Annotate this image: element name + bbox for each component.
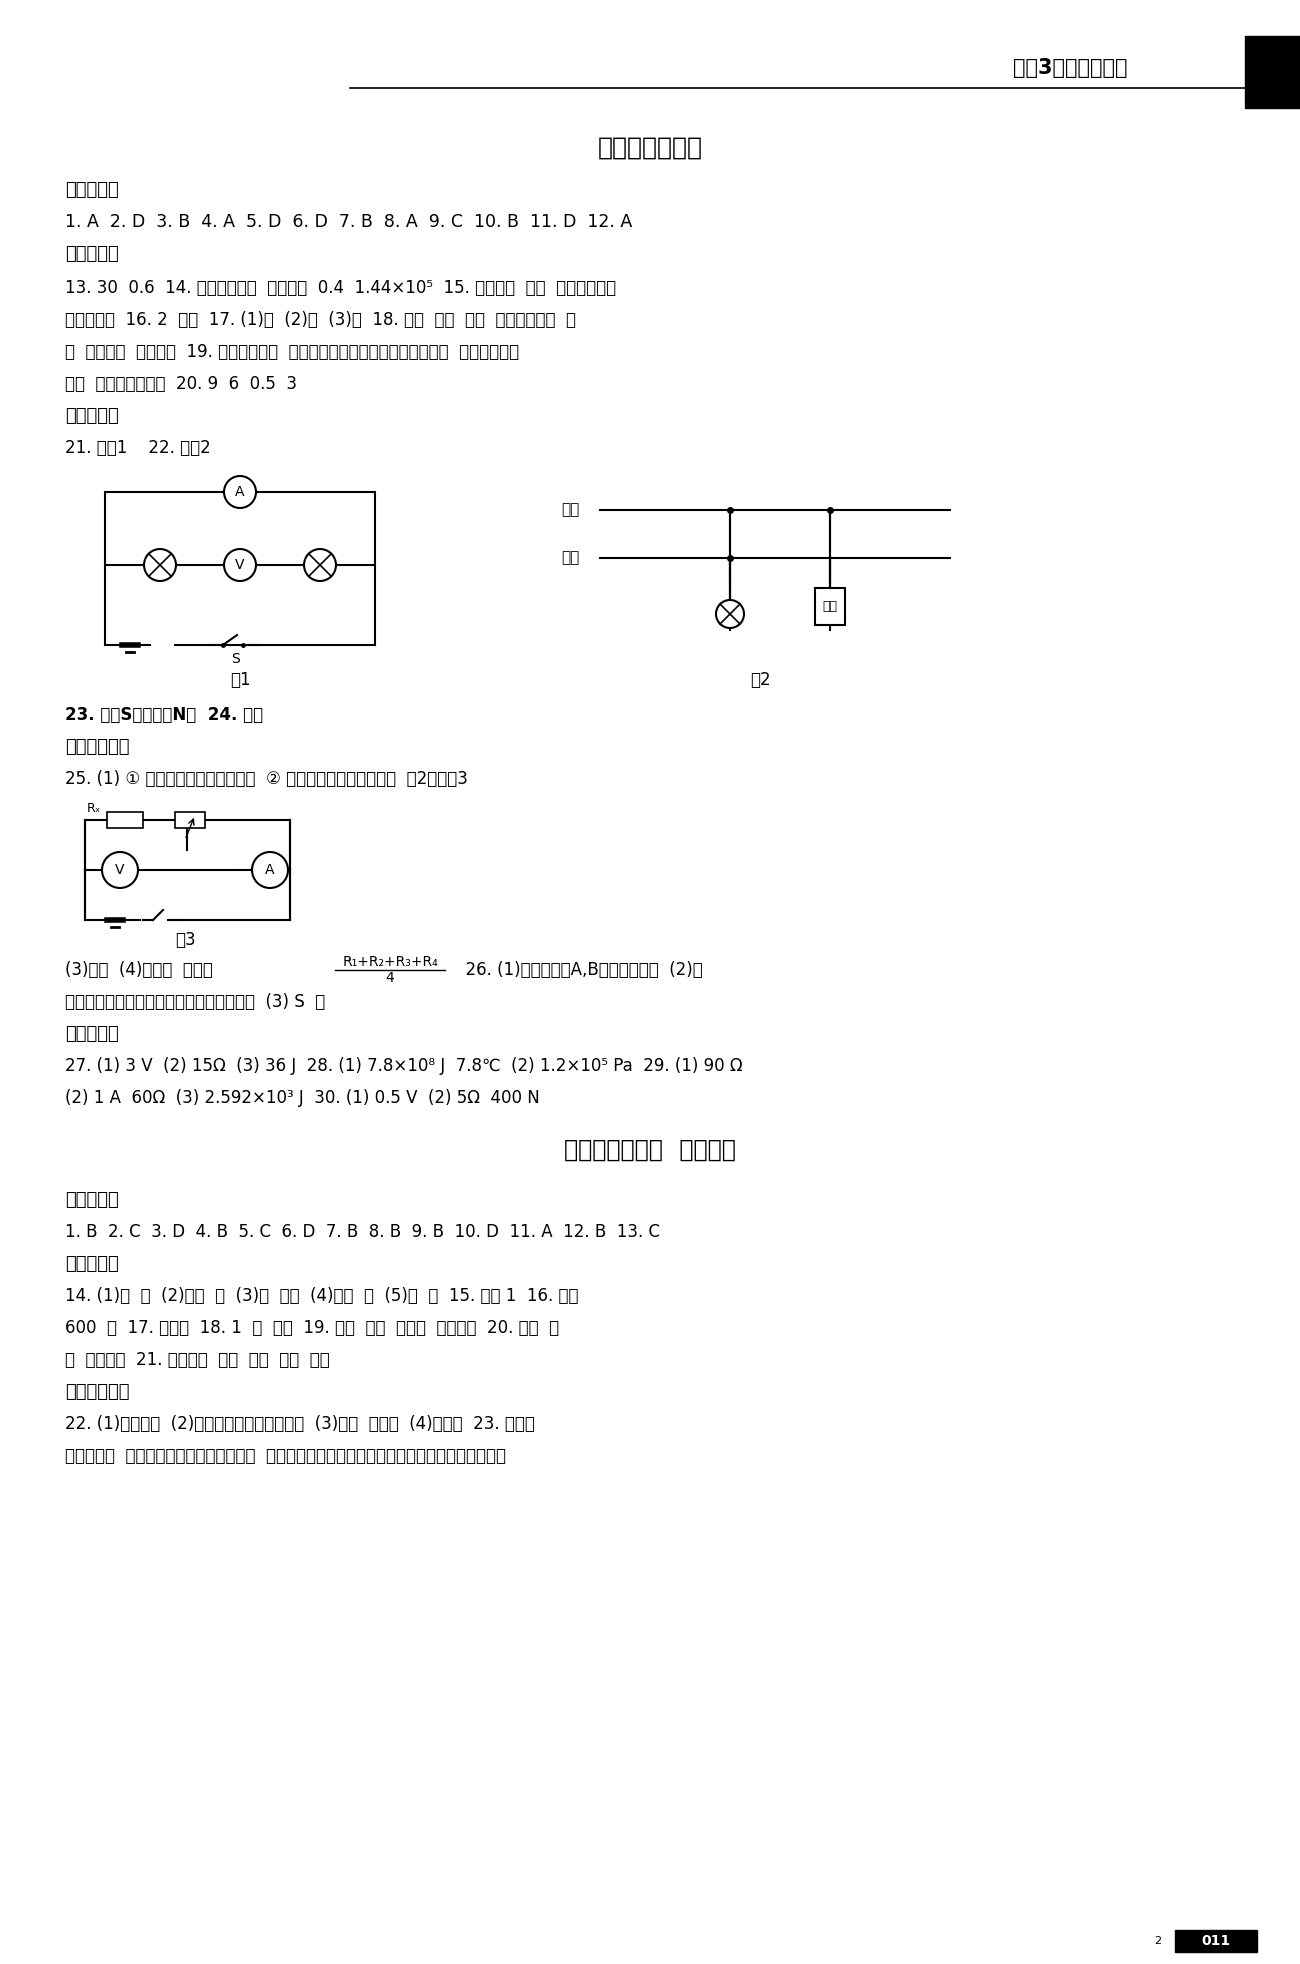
Text: 1. A  2. D  3. B  4. A  5. D  6. D  7. B  8. A  9. C  10. B  11. D  12. A: 1. A 2. D 3. B 4. A 5. D 6. D 7. B 8. A … xyxy=(65,212,632,232)
Text: 25. (1) ① 滑动变阵器接为定値电阵  ② 电流表正负极接线柱接反  （2）见图3: 25. (1) ① 滑动变阵器接为定値电阵 ② 电流表正负极接线柱接反 （2）见… xyxy=(65,770,468,788)
Text: 零线: 零线 xyxy=(562,550,580,566)
Bar xyxy=(107,811,143,829)
Text: Rₓ: Rₓ xyxy=(87,801,101,815)
Text: 《金3练》参考答案: 《金3练》参考答案 xyxy=(1013,59,1127,79)
Text: (3)试触  (4)电流表  电压表: (3)试触 (4)电流表 电压表 xyxy=(65,960,224,978)
Text: V: V xyxy=(235,558,244,572)
Text: R₁+R₂+R₃+R₄: R₁+R₂+R₃+R₄ xyxy=(342,955,438,968)
Text: 三、科学探究: 三、科学探究 xyxy=(65,1383,130,1400)
Text: 26. (1)控制电磁鐵A,B上的电流相等  (2)当: 26. (1)控制电磁鐵A,B上的电流相等 (2)当 xyxy=(455,960,703,978)
Text: 期中测试（二）: 期中测试（二） xyxy=(598,136,702,159)
Text: 图1: 图1 xyxy=(230,672,251,689)
Circle shape xyxy=(224,550,256,581)
Text: 图2: 图2 xyxy=(750,672,771,689)
Text: A: A xyxy=(265,862,274,878)
Circle shape xyxy=(101,852,138,888)
Bar xyxy=(1175,1931,1257,1952)
Text: 一、选择题: 一、选择题 xyxy=(65,181,118,198)
Text: 22. (1)电磁感应  (2)减少输电线上电能的损耗  (3)核能  机械能  (4)核辐射  23. 电磁波: 22. (1)电磁感应 (2)减少输电线上电能的损耗 (3)核能 机械能 (4)… xyxy=(65,1414,534,1434)
Circle shape xyxy=(224,475,256,509)
Text: 2: 2 xyxy=(1154,1937,1162,1946)
Text: 13. 30  0.6  14. 额定工作电压  额定功率  0.4  1.44×10⁵  15. 条形磁鐵  加强  增大螺线管线: 13. 30 0.6 14. 额定工作电压 额定功率 0.4 1.44×10⁵ … xyxy=(65,279,616,297)
Text: 011: 011 xyxy=(1201,1935,1231,1948)
Text: 第十七、十八章  过关检测: 第十七、十八章 过关检测 xyxy=(564,1137,736,1163)
Text: 23. 右端S极，左端N极  24. 图略: 23. 右端S极，左端N极 24. 图略 xyxy=(65,705,263,725)
Text: 图3: 图3 xyxy=(174,931,195,949)
Text: 二、填空题: 二、填空题 xyxy=(65,1255,118,1273)
Text: V: V xyxy=(116,862,125,878)
Text: 21. 见图1    22. 见图2: 21. 见图1 22. 见图2 xyxy=(65,440,211,458)
Text: S: S xyxy=(230,652,239,666)
Bar xyxy=(815,587,845,625)
Text: 14. (1)电  光  (2)机械  电  (3)光  化学  (4)化学  内  (5)核  电  15. 电磁 1  16. 平衡: 14. (1)电 光 (2)机械 电 (3)光 化学 (4)化学 内 (5)核 … xyxy=(65,1286,578,1304)
Text: 真空不传声  金属电梯屏蔽了电磁波的信号  将手机放入金属盒，用另一个电话拨通该手机号观察能: 真空不传声 金属电梯屏蔽了电磁波的信号 将手机放入金属盒，用另一个电话拨通该手机… xyxy=(65,1447,506,1465)
Text: 其他条件相同时，线圈匹数越多，磁性越强  (3) S  左: 其他条件相同时，线圈匹数越多，磁性越强 (3) S 左 xyxy=(65,994,325,1011)
Text: 二、填空题: 二、填空题 xyxy=(65,246,118,263)
Text: A: A xyxy=(235,485,244,499)
Text: 开关: 开关 xyxy=(823,599,837,613)
Circle shape xyxy=(304,550,335,581)
Circle shape xyxy=(144,550,176,581)
Text: 600  能  17. 反应堆  18. 1  电  化学  19. 火力  水力  葛洲坝  长江三峡  20. 广泛  方: 600 能 17. 反应堆 18. 1 电 化学 19. 火力 水力 葛洲坝 长… xyxy=(65,1320,559,1337)
Bar xyxy=(1245,35,1300,108)
Text: 火线: 火线 xyxy=(562,503,580,517)
Text: (2) 1 A  60Ω  (3) 2.592×10³ J  30. (1) 0.5 V  (2) 5Ω  400 N: (2) 1 A 60Ω (3) 2.592×10³ J 30. (1) 0.5 … xyxy=(65,1088,540,1108)
Bar xyxy=(176,811,205,829)
Text: 四、实验探究: 四、实验探究 xyxy=(65,738,130,756)
Text: 27. (1) 3 V  (2) 15Ω  (3) 36 J  28. (1) 7.8×10⁸ J  7.8℃  (2) 1.2×10⁵ Pa  29. (1): 27. (1) 3 V (2) 15Ω (3) 36 J 28. (1) 7.8… xyxy=(65,1057,742,1074)
Text: 圈中的电流  16. 2  大于  17. (1)下  (2)下  (3)上  18. 电流  磁性  衔鐵  高压工作电路  工: 圈中的电流 16. 2 大于 17. (1)下 (2)下 (3)上 18. 电流… xyxy=(65,310,576,330)
Text: 五、计算题: 五、计算题 xyxy=(65,1025,118,1043)
Circle shape xyxy=(716,599,744,628)
Text: 4: 4 xyxy=(386,970,394,986)
Text: 除湿  电能转化为内能  20. 9  6  0.5  3: 除湿 电能转化为内能 20. 9 6 0.5 3 xyxy=(65,375,296,393)
Circle shape xyxy=(252,852,289,888)
Text: 1. B  2. C  3. D  4. B  5. C  6. D  7. B  8. B  9. B  10. D  11. A  12. B  13. C: 1. B 2. C 3. D 4. B 5. C 6. D 7. B 8. B … xyxy=(65,1224,660,1241)
Text: 三、作图题: 三、作图题 xyxy=(65,407,118,424)
Text: 作  失去磁性  停止工作  19. 电流的热效应  防止产生的电热过多，导致温度过高  通过产生电热: 作 失去磁性 停止工作 19. 电流的热效应 防止产生的电热过多，导致温度过高 … xyxy=(65,344,519,361)
Text: 便  保护环境  21. 高频振荡  调制  发射  调谐  检波: 便 保护环境 21. 高频振荡 调制 发射 调谐 检波 xyxy=(65,1351,330,1369)
Text: 一、选择题: 一、选择题 xyxy=(65,1190,118,1210)
